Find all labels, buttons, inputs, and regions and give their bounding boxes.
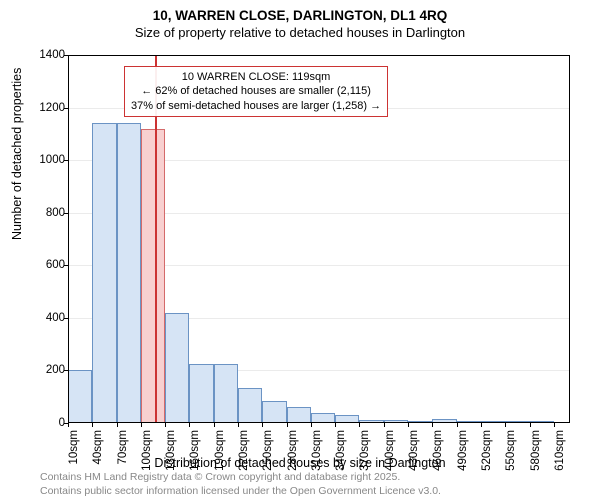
x-tick-mark (117, 423, 118, 427)
callout-line2: ← 62% of detached houses are smaller (2,… (131, 84, 381, 98)
bar-highlight (141, 129, 165, 423)
axis-bottom (68, 422, 570, 423)
x-tick-mark (384, 423, 385, 427)
y-tick-label: 0 (25, 417, 65, 429)
bar (238, 388, 262, 423)
page-subtitle: Size of property relative to detached ho… (0, 25, 600, 40)
x-tick-mark (359, 423, 360, 427)
x-tick-mark (505, 423, 506, 427)
x-tick-mark (238, 423, 239, 427)
bar (262, 401, 286, 423)
y-axis-label: Number of detached properties (10, 68, 24, 240)
x-tick-mark (214, 423, 215, 427)
y-tick-label: 200 (25, 364, 65, 376)
y-tick-label: 600 (25, 259, 65, 271)
x-tick-label: 520sqm (481, 430, 493, 478)
x-tick-label: 490sqm (457, 430, 469, 478)
footnote: Contains HM Land Registry data © Crown c… (40, 470, 441, 498)
bar (92, 123, 116, 423)
x-tick-mark (262, 423, 263, 427)
x-tick-mark (335, 423, 336, 427)
bar (117, 123, 141, 423)
y-tick-label: 1200 (25, 102, 65, 114)
y-tick-label: 800 (25, 207, 65, 219)
x-tick-mark (311, 423, 312, 427)
x-tick-mark (92, 423, 93, 427)
x-tick-mark (189, 423, 190, 427)
axis-right (569, 55, 570, 423)
footnote-line1: Contains HM Land Registry data © Crown c… (40, 470, 441, 484)
x-tick-label: 610sqm (554, 430, 566, 478)
x-tick-mark (432, 423, 433, 427)
x-tick-mark (481, 423, 482, 427)
x-tick-mark (287, 423, 288, 427)
axis-left (68, 55, 69, 423)
bar (287, 407, 311, 423)
chart-plot-area: 020040060080010001200140010sqm40sqm70sqm… (68, 55, 570, 423)
x-axis-label: Distribution of detached houses by size … (0, 456, 600, 470)
footnote-line2: Contains public sector information licen… (40, 484, 441, 498)
x-tick-label: 580sqm (530, 430, 542, 478)
page-title: 10, WARREN CLOSE, DARLINGTON, DL1 4RQ (0, 8, 600, 23)
x-tick-mark (457, 423, 458, 427)
x-tick-mark (141, 423, 142, 427)
x-tick-mark (530, 423, 531, 427)
y-tick-label: 1400 (25, 49, 65, 61)
x-tick-mark (165, 423, 166, 427)
bar (189, 364, 213, 423)
bar (214, 364, 238, 423)
callout-line3: 37% of semi-detached houses are larger (… (131, 99, 381, 113)
x-tick-mark (554, 423, 555, 427)
x-tick-mark (68, 423, 69, 427)
callout-line1: 10 WARREN CLOSE: 119sqm (131, 70, 381, 84)
axis-top (68, 55, 570, 56)
y-tick-label: 1000 (25, 154, 65, 166)
bar (165, 313, 189, 423)
x-tick-mark (408, 423, 409, 427)
x-tick-label: 550sqm (505, 430, 517, 478)
bar (68, 370, 92, 423)
y-tick-label: 400 (25, 312, 65, 324)
callout-box: 10 WARREN CLOSE: 119sqm← 62% of detached… (124, 66, 388, 117)
